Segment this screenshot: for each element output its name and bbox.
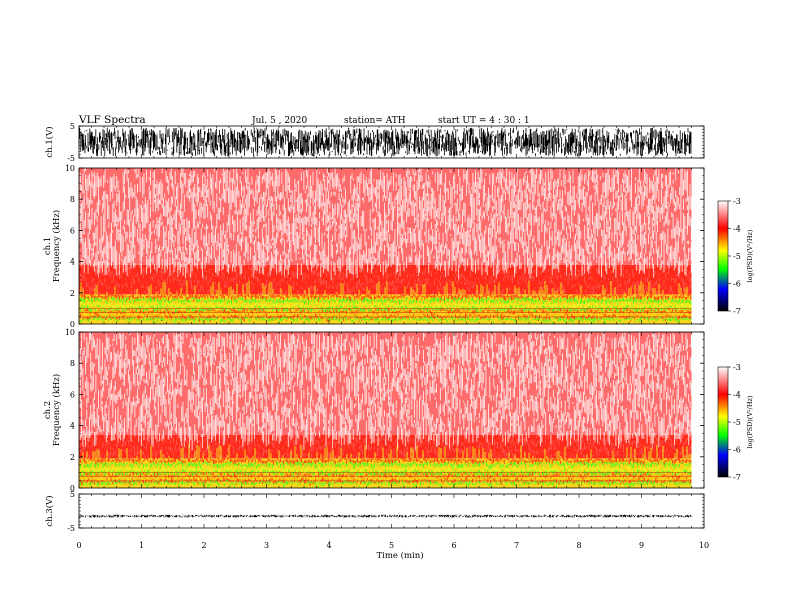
x-tick-label: 3 (264, 541, 269, 550)
ch2-spectrogram-panel: 0 2 4 6 8 10 ch.2 Frequency (kHz) (43, 328, 705, 493)
y-tick-label: 6 (70, 226, 75, 235)
y-tick-label: 0 (70, 484, 75, 493)
y-axis-label: ch.1 (43, 237, 53, 255)
y-tick-label: 6 (70, 390, 75, 399)
figure-title: VLF Spectra (78, 114, 146, 126)
colorbar-tick-label: -7 (733, 307, 741, 316)
y-tick-label: -5 (67, 524, 75, 533)
colorbar-tick-label: -7 (733, 473, 741, 482)
colorbar-tick-label: -4 (733, 391, 741, 400)
colorbar-scale (717, 200, 729, 312)
y-tick-label: 4 (70, 258, 75, 267)
y-axis-label: ch.3(V) (44, 495, 55, 526)
x-tick-label: 7 (514, 541, 519, 550)
colorbar-tick-label: -3 (733, 363, 741, 372)
y-axis-label: Frequency (kHz) (51, 210, 62, 282)
y-tick-label: 2 (70, 453, 75, 462)
ch1-colorbar: -3 -4 -5 -6 -7 log(PSD)(V²/Hz) (717, 197, 754, 316)
y-tick-label: 10 (65, 164, 75, 173)
x-tick-label: 5 (389, 541, 394, 550)
time-axis: 0 1 2 3 4 5 6 7 8 9 10 (76, 541, 709, 550)
y-axis-label: ch.2 (43, 401, 53, 419)
spectrogram-band (79, 332, 692, 435)
y-axis-label: Frequency (kHz) (51, 374, 62, 446)
x-tick-label: 8 (576, 541, 581, 550)
colorbar-tick-label: -5 (733, 252, 741, 261)
date-label: Jul. 5 , 2020 (251, 116, 307, 126)
ch2-colorbar: -3 -4 -5 -6 -7 log(PSD)(V²/Hz) (717, 363, 754, 482)
time-axis-label: Time (min) (376, 550, 423, 561)
waveform-trace (78, 514, 692, 518)
colorbar-label: log(PSD)(V²/Hz) (746, 395, 754, 448)
colorbar-label: log(PSD)(V²/Hz) (746, 229, 754, 282)
x-tick-label: 10 (699, 541, 709, 550)
y-tick-label: 2 (70, 289, 75, 298)
y-tick-label: 8 (70, 195, 75, 204)
start-time-label: start UT = 4 : 30 : 1 (438, 116, 530, 126)
y-tick-label: 4 (70, 422, 75, 431)
x-tick-label: 6 (451, 541, 456, 550)
ch3-waveform-panel: 5 -5 ch.3(V) (44, 490, 705, 533)
x-tick-label: 4 (326, 541, 331, 550)
spectrogram-band (79, 168, 692, 265)
y-tick-label: -5 (67, 154, 75, 163)
y-tick-label: 8 (70, 359, 75, 368)
waveform-trace (78, 127, 692, 157)
station-label: station= ATH (344, 116, 406, 126)
colorbar-tick-label: -5 (733, 418, 741, 427)
ch1-spectrogram-panel: 0 2 4 6 8 10 ch.1 Frequency (kHz) (43, 164, 705, 329)
colorbar-tick-label: -4 (733, 225, 741, 234)
colorbar-tick-label: -6 (733, 280, 741, 289)
y-tick-label: 5 (70, 490, 75, 499)
y-tick-label: 0 (70, 320, 75, 329)
colorbar-tick-label: -6 (733, 446, 741, 455)
y-tick-label: 5 (70, 122, 75, 131)
ch1-waveform-panel: 5 -5 ch.1(V) (44, 122, 705, 163)
x-tick-label: 1 (139, 541, 144, 550)
colorbar-tick-label: -3 (733, 197, 741, 206)
x-tick-label: 9 (639, 541, 644, 550)
x-tick-label: 0 (76, 541, 81, 550)
y-tick-label: 10 (65, 328, 75, 337)
colorbar-scale (717, 366, 729, 478)
panel-frame (78, 493, 705, 529)
x-tick-label: 2 (201, 541, 206, 550)
y-axis-label: ch.1(V) (44, 126, 55, 157)
